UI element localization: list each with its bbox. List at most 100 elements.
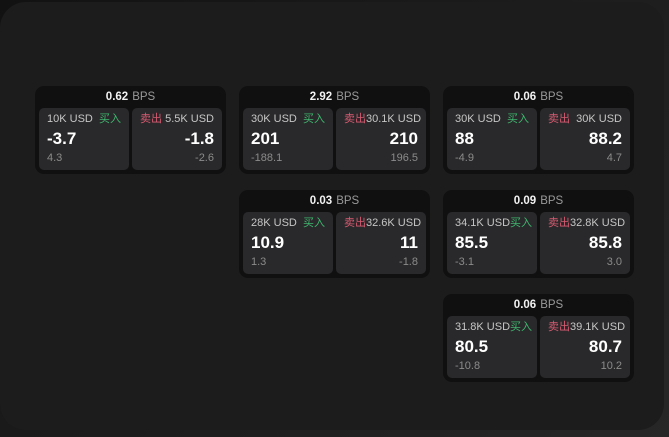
buy-price: 201: [251, 129, 280, 148]
buy-side-label: 买入: [507, 113, 529, 125]
sell-cell-top: 卖出 32.8K USD: [548, 217, 626, 230]
bps-value: 0.62: [105, 91, 129, 103]
bps-unit-label: BPS: [336, 195, 360, 207]
sell-price: 210: [389, 129, 418, 148]
quote-card: 0.06 BPS 31.8K USD 买入 80.5 -10.8 卖出 39.1…: [443, 294, 634, 382]
buy-amount: 30K USD: [455, 113, 501, 125]
sell-delta: 3.0: [606, 256, 622, 268]
app-panel: 0.62 BPS 10K USD 买入 -3.7 4.3 卖出 5.5K USD…: [0, 2, 664, 430]
sell-amount: 30K USD: [576, 113, 622, 125]
buy-delta: -10.8: [455, 360, 481, 372]
bps-unit-label: BPS: [540, 91, 564, 103]
sell-cell-top: 卖出 30.1K USD: [344, 113, 422, 126]
buy-cell-top: 34.1K USD 买入: [455, 217, 533, 230]
sell-amount: 5.5K USD: [165, 113, 214, 125]
buy-amount: 31.8K USD: [455, 321, 511, 333]
card-header-bps: 0.06 BPS: [443, 86, 634, 108]
card-header-bps: 2.92 BPS: [239, 86, 430, 108]
sell-cell[interactable]: 卖出 5.5K USD -1.8 -2.6: [132, 108, 222, 170]
bps-value: 0.03: [309, 195, 333, 207]
card-body: 31.8K USD 买入 80.5 -10.8 卖出 39.1K USD 80.…: [443, 316, 634, 382]
quote-cards-grid: 0.62 BPS 10K USD 买入 -3.7 4.3 卖出 5.5K USD…: [35, 86, 634, 382]
buy-cell[interactable]: 30K USD 买入 201 -188.1: [243, 108, 333, 170]
buy-delta: -3.1: [455, 256, 474, 268]
buy-amount: 30K USD: [251, 113, 297, 125]
sell-cell-top: 卖出 30K USD: [548, 113, 622, 126]
sell-price: -1.8: [184, 129, 214, 148]
buy-cell-top: 10K USD 买入: [47, 113, 121, 126]
bps-value: 0.06: [513, 299, 537, 311]
buy-side-label: 买入: [510, 217, 533, 229]
sell-cell[interactable]: 卖出 39.1K USD 80.7 10.2: [540, 316, 630, 378]
bps-unit-label: BPS: [336, 91, 360, 103]
card-header-bps: 0.09 BPS: [443, 190, 634, 212]
sell-delta: -2.6: [195, 152, 214, 164]
quote-card: 0.62 BPS 10K USD 买入 -3.7 4.3 卖出 5.5K USD…: [35, 86, 226, 174]
sell-amount: 39.1K USD: [570, 321, 626, 333]
sell-delta: -1.8: [399, 256, 418, 268]
buy-cell-top: 30K USD 买入: [455, 113, 529, 126]
card-header-bps: 0.03 BPS: [239, 190, 430, 212]
card-body: 28K USD 买入 10.9 1.3 卖出 32.6K USD 11 -1.8: [239, 212, 430, 278]
sell-amount: 32.6K USD: [366, 217, 422, 229]
sell-delta: 4.7: [606, 152, 622, 164]
buy-amount: 28K USD: [251, 217, 297, 229]
buy-side-label: 买入: [99, 113, 121, 125]
sell-price: 80.7: [588, 337, 622, 356]
card-body: 30K USD 买入 88 -4.9 卖出 30K USD 88.2 4.7: [443, 108, 634, 174]
buy-delta: -4.9: [455, 152, 474, 164]
buy-cell[interactable]: 28K USD 买入 10.9 1.3: [243, 212, 333, 274]
sell-delta: 10.2: [600, 360, 622, 372]
sell-cell[interactable]: 卖出 32.8K USD 85.8 3.0: [540, 212, 630, 274]
quote-card: 2.92 BPS 30K USD 买入 201 -188.1 卖出 30.1K …: [239, 86, 430, 174]
sell-price: 88.2: [588, 129, 622, 148]
bps-value: 0.09: [513, 195, 537, 207]
sell-amount: 30.1K USD: [366, 113, 422, 125]
buy-price: 85.5: [455, 233, 489, 252]
bps-unit-label: BPS: [132, 91, 156, 103]
card-body: 30K USD 买入 201 -188.1 卖出 30.1K USD 210 1…: [239, 108, 430, 174]
sell-cell[interactable]: 卖出 32.6K USD 11 -1.8: [336, 212, 426, 274]
buy-cell[interactable]: 31.8K USD 买入 80.5 -10.8: [447, 316, 537, 378]
sell-price: 85.8: [588, 233, 622, 252]
sell-side-label: 卖出: [548, 217, 570, 229]
buy-amount: 34.1K USD: [455, 217, 511, 229]
bps-value: 2.92: [309, 91, 333, 103]
card-header-bps: 0.62 BPS: [35, 86, 226, 108]
sell-side-label: 卖出: [140, 113, 162, 125]
buy-cell-top: 31.8K USD 买入: [455, 321, 533, 334]
buy-delta: -188.1: [251, 152, 283, 164]
buy-price: -3.7: [47, 129, 77, 148]
sell-cell-top: 卖出 39.1K USD: [548, 321, 626, 334]
bps-unit-label: BPS: [540, 299, 564, 311]
card-header-bps: 0.06 BPS: [443, 294, 634, 316]
buy-cell[interactable]: 34.1K USD 买入 85.5 -3.1: [447, 212, 537, 274]
sell-cell[interactable]: 卖出 30K USD 88.2 4.7: [540, 108, 630, 170]
buy-cell[interactable]: 10K USD 买入 -3.7 4.3: [39, 108, 129, 170]
quote-card: 0.06 BPS 30K USD 买入 88 -4.9 卖出 30K USD 8…: [443, 86, 634, 174]
sell-price: 11: [400, 233, 418, 252]
sell-cell-top: 卖出 5.5K USD: [140, 113, 214, 126]
buy-side-label: 买入: [510, 321, 533, 333]
sell-cell-top: 卖出 32.6K USD: [344, 217, 422, 230]
bps-value: 0.06: [513, 91, 537, 103]
card-body: 10K USD 买入 -3.7 4.3 卖出 5.5K USD -1.8 -2.…: [35, 108, 226, 174]
buy-price: 10.9: [251, 233, 285, 252]
buy-side-label: 买入: [303, 113, 325, 125]
buy-delta: 1.3: [251, 256, 267, 268]
buy-amount: 10K USD: [47, 113, 93, 125]
card-body: 34.1K USD 买入 85.5 -3.1 卖出 32.8K USD 85.8…: [443, 212, 634, 278]
buy-delta: 4.3: [47, 152, 63, 164]
sell-delta: 196.5: [390, 152, 418, 164]
sell-amount: 32.8K USD: [570, 217, 626, 229]
sell-side-label: 卖出: [344, 217, 366, 229]
bps-unit-label: BPS: [540, 195, 564, 207]
sell-side-label: 卖出: [548, 113, 570, 125]
buy-price: 88: [455, 129, 474, 148]
buy-side-label: 买入: [303, 217, 325, 229]
quote-card: 0.03 BPS 28K USD 买入 10.9 1.3 卖出 32.6K US…: [239, 190, 430, 278]
buy-cell-top: 30K USD 买入: [251, 113, 325, 126]
buy-cell[interactable]: 30K USD 买入 88 -4.9: [447, 108, 537, 170]
sell-cell[interactable]: 卖出 30.1K USD 210 196.5: [336, 108, 426, 170]
quote-card: 0.09 BPS 34.1K USD 买入 85.5 -3.1 卖出 32.8K…: [443, 190, 634, 278]
